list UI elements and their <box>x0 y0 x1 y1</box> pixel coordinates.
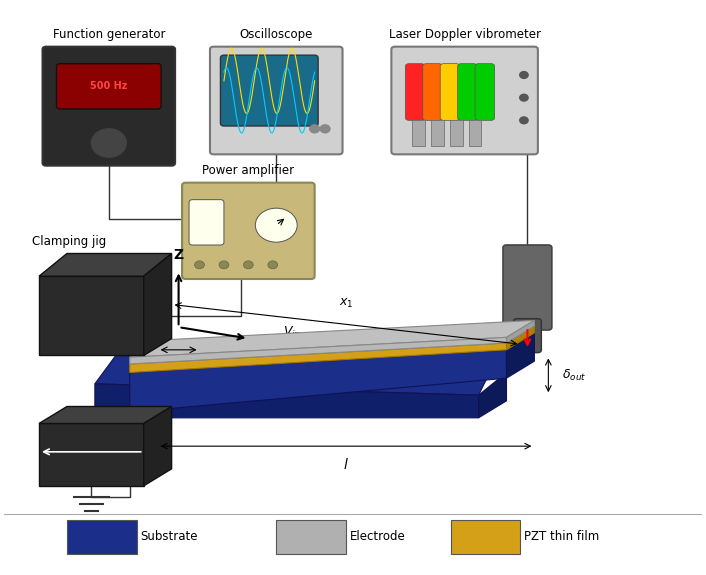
Circle shape <box>244 261 253 269</box>
Bar <box>412 120 425 146</box>
Circle shape <box>520 94 528 101</box>
Text: Electrode: Electrode <box>349 530 405 543</box>
FancyBboxPatch shape <box>391 47 538 154</box>
Text: Power amplifier: Power amplifier <box>203 164 294 177</box>
FancyBboxPatch shape <box>503 245 552 330</box>
Text: Laser Doppler vibrometer: Laser Doppler vibrometer <box>388 28 541 41</box>
Text: PZT thin film: PZT thin film <box>524 530 599 543</box>
Circle shape <box>321 125 330 133</box>
Polygon shape <box>39 424 144 486</box>
Polygon shape <box>130 320 534 357</box>
FancyBboxPatch shape <box>220 55 318 126</box>
FancyBboxPatch shape <box>276 520 346 554</box>
Polygon shape <box>39 407 172 424</box>
FancyBboxPatch shape <box>56 64 161 109</box>
Text: Function generator: Function generator <box>52 28 165 41</box>
Text: $x_0$: $x_0$ <box>172 361 186 374</box>
Circle shape <box>91 129 126 157</box>
Bar <box>469 120 481 146</box>
Polygon shape <box>506 320 534 343</box>
Polygon shape <box>95 384 479 418</box>
Circle shape <box>256 208 297 242</box>
Bar <box>431 120 443 146</box>
Text: $x_1$: $x_1$ <box>339 297 353 310</box>
Polygon shape <box>144 407 172 486</box>
Text: Substrate: Substrate <box>140 530 198 543</box>
Text: X: X <box>259 334 270 348</box>
Text: $V_{in}$: $V_{in}$ <box>283 325 301 340</box>
Circle shape <box>310 125 320 133</box>
Circle shape <box>520 72 528 78</box>
FancyBboxPatch shape <box>513 319 542 352</box>
Bar <box>450 120 462 146</box>
FancyBboxPatch shape <box>423 64 442 120</box>
Polygon shape <box>39 276 144 355</box>
Polygon shape <box>506 326 534 350</box>
Polygon shape <box>144 254 172 355</box>
Text: $l$: $l$ <box>343 458 349 473</box>
Circle shape <box>195 261 205 269</box>
Polygon shape <box>130 350 506 412</box>
Polygon shape <box>130 338 506 364</box>
Text: 500 Hz: 500 Hz <box>90 81 128 91</box>
Polygon shape <box>506 333 534 378</box>
FancyBboxPatch shape <box>475 64 495 120</box>
FancyBboxPatch shape <box>441 64 460 120</box>
FancyBboxPatch shape <box>210 47 342 154</box>
Polygon shape <box>479 373 506 418</box>
Text: Clamping jig: Clamping jig <box>32 235 107 248</box>
Text: Z: Z <box>174 248 184 262</box>
Polygon shape <box>39 254 172 276</box>
FancyBboxPatch shape <box>189 200 224 245</box>
FancyBboxPatch shape <box>450 520 520 554</box>
FancyBboxPatch shape <box>457 64 477 120</box>
Polygon shape <box>130 326 534 364</box>
Text: Oscilloscope: Oscilloscope <box>239 28 313 41</box>
Circle shape <box>219 261 229 269</box>
FancyBboxPatch shape <box>405 64 425 120</box>
Circle shape <box>268 261 277 269</box>
Polygon shape <box>130 333 534 373</box>
Circle shape <box>520 117 528 124</box>
Polygon shape <box>95 355 493 395</box>
FancyBboxPatch shape <box>42 47 175 166</box>
FancyBboxPatch shape <box>67 520 137 554</box>
Polygon shape <box>130 343 506 373</box>
FancyBboxPatch shape <box>182 183 315 279</box>
Text: $\delta_{out}$: $\delta_{out}$ <box>562 368 587 383</box>
